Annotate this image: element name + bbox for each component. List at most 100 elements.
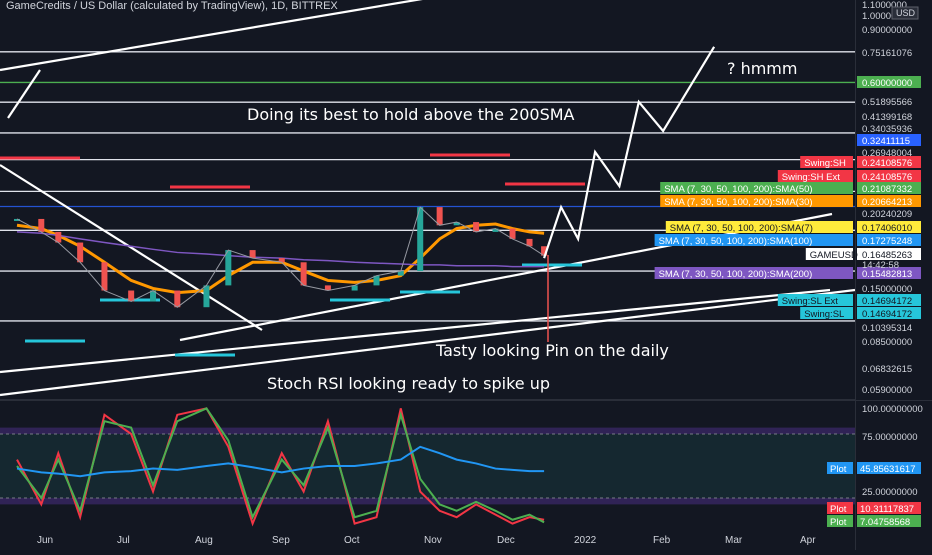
price-label-4: SMA (7, 30, 50, 100, 200):SMA(7) — [670, 223, 813, 234]
price-label-2: SMA (7, 30, 50, 100, 200):SMA(50) — [664, 184, 812, 195]
price-box-1 — [857, 134, 921, 146]
candle-23 — [526, 238, 533, 247]
price-tick-5: 0.51895566 — [862, 97, 912, 108]
time-tick-1: Jul — [117, 535, 130, 546]
price-box-8 — [857, 248, 921, 260]
countdown: 14:42:58 — [862, 260, 899, 271]
price-label-bg-6 — [805, 248, 853, 260]
price-line — [16, 206, 545, 308]
price-box-label-5: 0.20664213 — [862, 197, 912, 208]
price-tick-7: 0.34035936 — [862, 124, 912, 135]
osc-label-bg-2 — [827, 462, 853, 474]
price-label-bg-2 — [660, 182, 853, 194]
osc-value-2: 45.85631617 — [860, 464, 915, 475]
price-label-8: Swing:SL Ext — [782, 296, 839, 307]
price-box-2 — [857, 156, 921, 168]
candle-4 — [101, 262, 108, 291]
time-tick-5: Nov — [424, 535, 442, 546]
price-axis-divider — [855, 0, 856, 550]
stoch-lower-band — [0, 498, 855, 505]
price-box-9 — [857, 267, 921, 279]
price-tick-22: 0.10395314 — [862, 323, 912, 334]
price-label-bg-3 — [660, 195, 853, 207]
osc-label-bg-0 — [827, 502, 853, 514]
osc-label-1: Plot — [830, 517, 847, 528]
candle-16 — [397, 271, 404, 276]
price-box-label-11: 0.14694172 — [862, 309, 912, 320]
candle-0 — [14, 218, 21, 221]
price-box-4 — [857, 182, 921, 194]
stoch-line-1 — [16, 407, 545, 524]
price-box-label-0: 0.60000000 — [862, 78, 912, 89]
price-tick-23: 0.08500000 — [862, 337, 912, 348]
price-box-11 — [857, 307, 921, 319]
price-tick-2: 0.90000000 — [862, 25, 912, 36]
candle-8 — [203, 285, 210, 308]
price-label-bg-4 — [665, 221, 853, 233]
price-box-5 — [857, 195, 921, 207]
candle-17 — [417, 207, 424, 272]
osc-value-1: 7.04758568 — [860, 517, 910, 528]
chart-title: GameCredits / US Dollar (calculated by T… — [6, 0, 338, 12]
candle-9 — [225, 250, 232, 286]
price-box-label-6: 0.17406010 — [862, 223, 912, 234]
price-tick-25: 0.05900000 — [862, 385, 912, 396]
osc-label-2: Plot — [830, 464, 847, 475]
price-box-label-8: 0.16485263 — [862, 250, 912, 261]
trend-line-2 — [0, 288, 831, 374]
candle-10 — [249, 250, 256, 259]
annotation-stoch: Stoch RSI looking ready to spike up — [267, 374, 550, 393]
price-box-label-4: 0.21087332 — [862, 184, 912, 195]
osc-tick-0: 100.00000000 — [862, 404, 923, 415]
stoch-line-0 — [16, 407, 545, 527]
price-label-bg-1 — [777, 170, 853, 182]
price-tick-24: 0.06832615 — [862, 364, 912, 375]
price-tick-19: 0.15000000 — [862, 284, 912, 295]
time-tick-7: 2022 — [574, 535, 597, 546]
time-tick-9: Mar — [725, 535, 743, 546]
time-tick-3: Sep — [272, 535, 290, 546]
trend-line-1 — [0, 164, 263, 331]
stoch-upper-band — [0, 427, 855, 434]
price-box-3 — [857, 170, 921, 182]
candle-5 — [128, 290, 135, 302]
osc-value-bg-0 — [857, 502, 921, 514]
price-tick-9: 0.26948004 — [862, 148, 912, 159]
price-tick-0: 1.1000000 — [862, 0, 907, 11]
price-label-bg-7 — [654, 267, 853, 279]
trend-line-3 — [0, 288, 856, 397]
time-tick-4: Oct — [344, 535, 360, 546]
candle-15 — [373, 275, 380, 286]
osc-tick-1: 75.00000000 — [862, 432, 917, 443]
candle-22 — [509, 228, 516, 239]
candle-7 — [174, 290, 181, 308]
annotation-hmmm: ? hmmm — [727, 59, 797, 78]
annotation-pin: Tasty looking Pin on the daily — [435, 341, 669, 360]
trend-line-0 — [0, 0, 423, 72]
price-box-label-7: 0.17275248 — [862, 236, 912, 247]
osc-label-bg-1 — [827, 515, 853, 527]
candle-6 — [150, 290, 157, 302]
candle-18 — [436, 207, 443, 226]
candle-3 — [77, 242, 84, 263]
price-box-label-2: 0.24108576 — [862, 158, 912, 169]
price-tick-3: 0.75161076 — [862, 48, 912, 59]
price-label-5: SMA (7, 30, 50, 100, 200):SMA(100) — [659, 236, 813, 247]
price-label-1: Swing:SH Ext — [782, 172, 840, 183]
price-box-6 — [857, 221, 921, 233]
osc-value-bg-1 — [857, 515, 921, 527]
projection-path — [543, 46, 716, 259]
candle-20 — [473, 222, 480, 232]
candle-11 — [278, 258, 285, 263]
price-tick-6: 0.41399168 — [862, 112, 912, 123]
price-box-0 — [857, 76, 921, 88]
osc-label-0: Plot — [830, 504, 847, 515]
price-box-label-1: 0.32411115 — [862, 136, 910, 147]
stoch-line-2 — [16, 445, 545, 478]
osc-value-0: 10.31117837 — [860, 504, 914, 515]
price-label-3: SMA (7, 30, 50, 100, 200):SMA(30) — [664, 197, 812, 208]
candle-24 — [541, 246, 548, 256]
currency-label: USD — [896, 8, 916, 18]
